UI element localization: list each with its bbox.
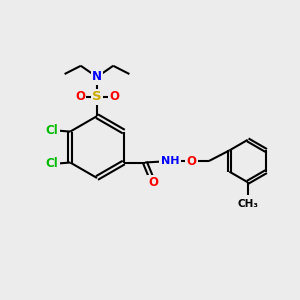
Text: NH: NH <box>161 156 179 166</box>
Text: Cl: Cl <box>46 124 58 136</box>
Text: N: N <box>92 70 102 83</box>
Text: O: O <box>109 91 119 103</box>
Text: Cl: Cl <box>46 158 58 170</box>
Text: O: O <box>148 176 158 189</box>
Text: O: O <box>75 91 85 103</box>
Text: CH₃: CH₃ <box>237 199 258 209</box>
Text: O: O <box>186 154 196 167</box>
Text: S: S <box>92 91 102 103</box>
